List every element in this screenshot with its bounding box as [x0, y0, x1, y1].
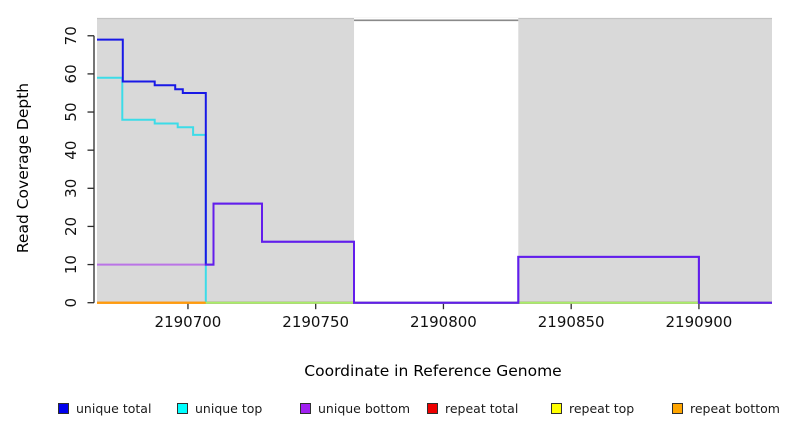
y-tick-label: 30 [62, 179, 80, 198]
y-axis-title: Read Coverage Depth [14, 83, 32, 253]
x-tick-label: 2190800 [410, 313, 477, 331]
legend-item-unique-total: unique total [58, 398, 151, 418]
legend-swatch [300, 402, 311, 414]
legend-label: unique bottom [318, 400, 411, 416]
legend-label: unique top [195, 400, 263, 416]
legend-swatch [427, 402, 438, 414]
legend-swatch [58, 402, 69, 414]
coverage-chart: 0 10 20 30 40 50 60 70 2190700 2190750 2190800 2190… [14, 17, 772, 380]
legend-item-repeat-total: repeat total [427, 398, 518, 418]
x-tick-label: 2190850 [538, 313, 605, 331]
legend-item-repeat-top: repeat top [551, 398, 634, 418]
y-tick-label: 60 [62, 64, 80, 83]
legend-label: unique total [76, 400, 152, 416]
no-data-gap [354, 18, 519, 303]
legend: unique total unique top unique bottom repea… [0, 398, 792, 422]
y-tick-label: 70 [62, 26, 80, 45]
legend-swatch [177, 402, 188, 414]
y-tick-label: 0 [62, 298, 80, 308]
series-line-unique-bottom [97, 202, 772, 304]
y-tick-label: 10 [62, 255, 80, 274]
legend-item-unique-top: unique top [177, 398, 262, 418]
legend-label: repeat bottom [690, 400, 780, 416]
legend-item-repeat-bottom: repeat bottom [672, 398, 780, 418]
legend-label: repeat top [569, 400, 635, 416]
x-tick-label: 2190750 [282, 313, 349, 331]
x-tick-label: 2190900 [666, 313, 733, 331]
y-tick-label: 20 [62, 217, 80, 236]
legend-label: repeat total [445, 400, 519, 416]
x-tick-label: 2190700 [155, 313, 222, 331]
y-tick-label: 50 [62, 102, 80, 121]
y-tick-label: 40 [62, 141, 80, 160]
legend-swatch [672, 402, 683, 414]
x-axis-title: Coordinate in Reference Genome [304, 362, 561, 380]
legend-item-unique-bottom: unique bottom [300, 398, 410, 418]
legend-swatch [551, 402, 562, 414]
